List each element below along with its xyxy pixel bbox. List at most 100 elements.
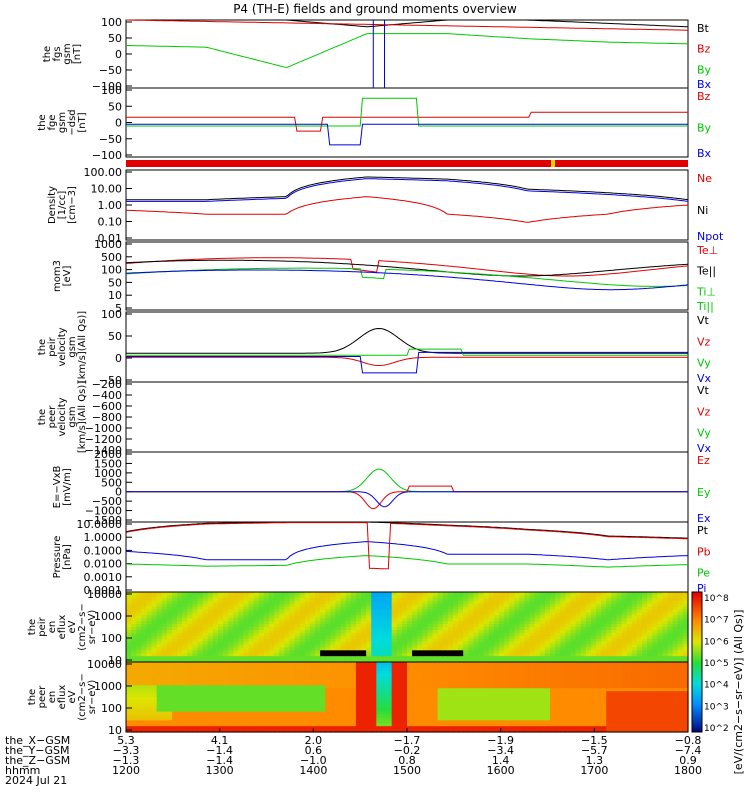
ylabel-line: en xyxy=(47,691,58,704)
peer-spectrogram xyxy=(126,662,689,733)
fgs-Bt xyxy=(126,19,689,28)
density-Ni xyxy=(126,176,689,201)
ytick-label: 0.0001 xyxy=(84,584,123,597)
ytick-label: 10.00 xyxy=(91,183,123,196)
ylabel-peir: the peir velocity gsm [km/s](All Qs)] xyxy=(37,311,88,383)
ytick-label: 0.1000 xyxy=(84,544,123,557)
xaxis-value: 0.8 xyxy=(398,754,416,767)
xaxis-value: 5.3 xyxy=(117,734,135,747)
xaxis-value: −1.7 xyxy=(394,734,421,747)
xaxis-value: 1800 xyxy=(674,764,702,777)
ylabel-density: Density [1/cc] [cm−3] xyxy=(47,186,78,224)
xaxis-row-label: the_X−GSM xyxy=(5,734,70,747)
legend-efield-2: Ex xyxy=(697,512,711,525)
ylabel-temp: mom3 [eV] xyxy=(52,260,73,292)
ytick-label: 500 xyxy=(101,251,122,264)
ylabel-line: [nT] xyxy=(77,112,88,132)
peir-spectrogram xyxy=(126,592,689,663)
colorbar-tick: 10^8 xyxy=(704,594,729,604)
ylabel-line: peer xyxy=(37,685,48,709)
fgs-By xyxy=(126,33,688,68)
colorbar-tick: 10^4 xyxy=(704,681,729,691)
ylabel-line: eflux xyxy=(57,685,68,710)
pressure-Pt xyxy=(125,521,689,539)
xaxis-value: −1.3 xyxy=(113,754,140,767)
peir-Vy xyxy=(126,348,688,356)
ylabel-line: fge xyxy=(47,114,58,130)
ylabel-line: [nT] xyxy=(72,44,83,64)
legend-temp-2: Ti⊥ xyxy=(696,285,716,298)
legend-fge-2: Bx xyxy=(697,147,712,160)
xaxis-value: −0.8 xyxy=(675,734,702,747)
density-Ne xyxy=(125,196,689,223)
ytick-label: 100 xyxy=(101,16,122,29)
ytick-label: 1500 xyxy=(94,457,122,470)
ytick-label: 100 xyxy=(101,84,122,97)
panel-frame-efield xyxy=(125,451,689,523)
temp-Ti-par xyxy=(125,269,689,291)
ylabel-line: sr−eV) xyxy=(87,610,98,645)
xaxis-value: 0.9 xyxy=(679,754,697,767)
ytick-label: −800 xyxy=(92,411,122,424)
temp-Ti-perp xyxy=(125,267,689,287)
ytick-label: −50 xyxy=(99,133,122,146)
ylabel-pressure: Pressure [nPa] xyxy=(52,536,73,579)
ylabel-line: [mV/m] xyxy=(62,468,73,506)
panel-frame-density xyxy=(125,169,689,241)
ytick-label: 50 xyxy=(108,330,122,343)
ytick-label: 10 xyxy=(108,724,122,737)
xaxis-value: −1.4 xyxy=(206,754,233,767)
panel-frame-peer xyxy=(125,381,689,453)
ylabel-line: gsm xyxy=(62,43,73,64)
ytick-label: 5 xyxy=(115,302,122,315)
legend-peer-2: Vy xyxy=(697,427,711,440)
ylabel-line: fgs xyxy=(52,46,63,61)
ylabel-line: eV xyxy=(67,690,78,703)
ytick-label: −500 xyxy=(92,495,122,508)
xaxis-value: 1600 xyxy=(487,764,515,777)
ylabel-line: peir xyxy=(37,616,48,636)
ytick-label: 1000 xyxy=(94,467,122,480)
xaxis-value: 1500 xyxy=(393,764,421,777)
ylabel-line: gsm xyxy=(67,336,78,357)
chart-title: P4 (TH-E) fields and ground moments over… xyxy=(233,2,517,16)
fgs-Bz xyxy=(126,19,688,31)
ytick-label: −1200 xyxy=(85,433,122,446)
colorbar: 10^8 10^7 10^6 10^5 10^4 10^3 10^2 [eV/(cm2−s−s… xyxy=(691,591,745,774)
legend-fgs-1: Bz xyxy=(697,43,711,56)
ytick-label: 1.0000 xyxy=(84,531,123,544)
xaxis-value: −1.4 xyxy=(206,744,233,757)
legend-pressure-0: Pt xyxy=(697,524,709,537)
efield-Ey xyxy=(126,468,688,493)
xaxis-value: −5.7 xyxy=(581,744,608,757)
ylabel-efield: E=−VxB [mV/m] xyxy=(52,466,73,509)
xaxis-value: −7.4 xyxy=(675,744,702,757)
ytick-label: 50 xyxy=(108,100,122,113)
ytick-label: 0.0010 xyxy=(84,571,123,584)
legend-fgs-0: Bt xyxy=(697,22,710,35)
ytick-label: 10000 xyxy=(87,588,122,601)
ylabel-line: eflux xyxy=(57,615,68,640)
ytick-label: −400 xyxy=(92,389,122,402)
legend-temp-3: Ti|| xyxy=(696,300,714,313)
ytick-label: −1500 xyxy=(85,514,122,527)
date-label: 2024 Jul 21 xyxy=(5,774,67,787)
peir-Vz xyxy=(126,356,688,367)
xaxis-value: 1700 xyxy=(580,764,608,777)
legend-fgs-2: By xyxy=(697,63,712,76)
panel-frame-pressure xyxy=(125,521,689,593)
ylabel-line: velocity xyxy=(57,327,68,366)
quality-flag-bar xyxy=(126,160,688,167)
peir-Vx xyxy=(126,351,688,374)
ylabel-line: the xyxy=(27,619,38,635)
panel-frame-fgs xyxy=(125,19,689,89)
ytick-label: −100 xyxy=(92,80,122,93)
legend-fge-0: Bz xyxy=(697,90,711,103)
ytick-label: 100 xyxy=(101,632,122,645)
pressure-Pe xyxy=(125,555,689,568)
legend-peer-3: Vx xyxy=(697,442,712,455)
legend-peir-0: Vt xyxy=(697,314,710,327)
ytick-label: 0 xyxy=(115,486,122,499)
xaxis-value: −1.5 xyxy=(581,734,608,747)
ytick-label: 10 xyxy=(108,289,122,302)
